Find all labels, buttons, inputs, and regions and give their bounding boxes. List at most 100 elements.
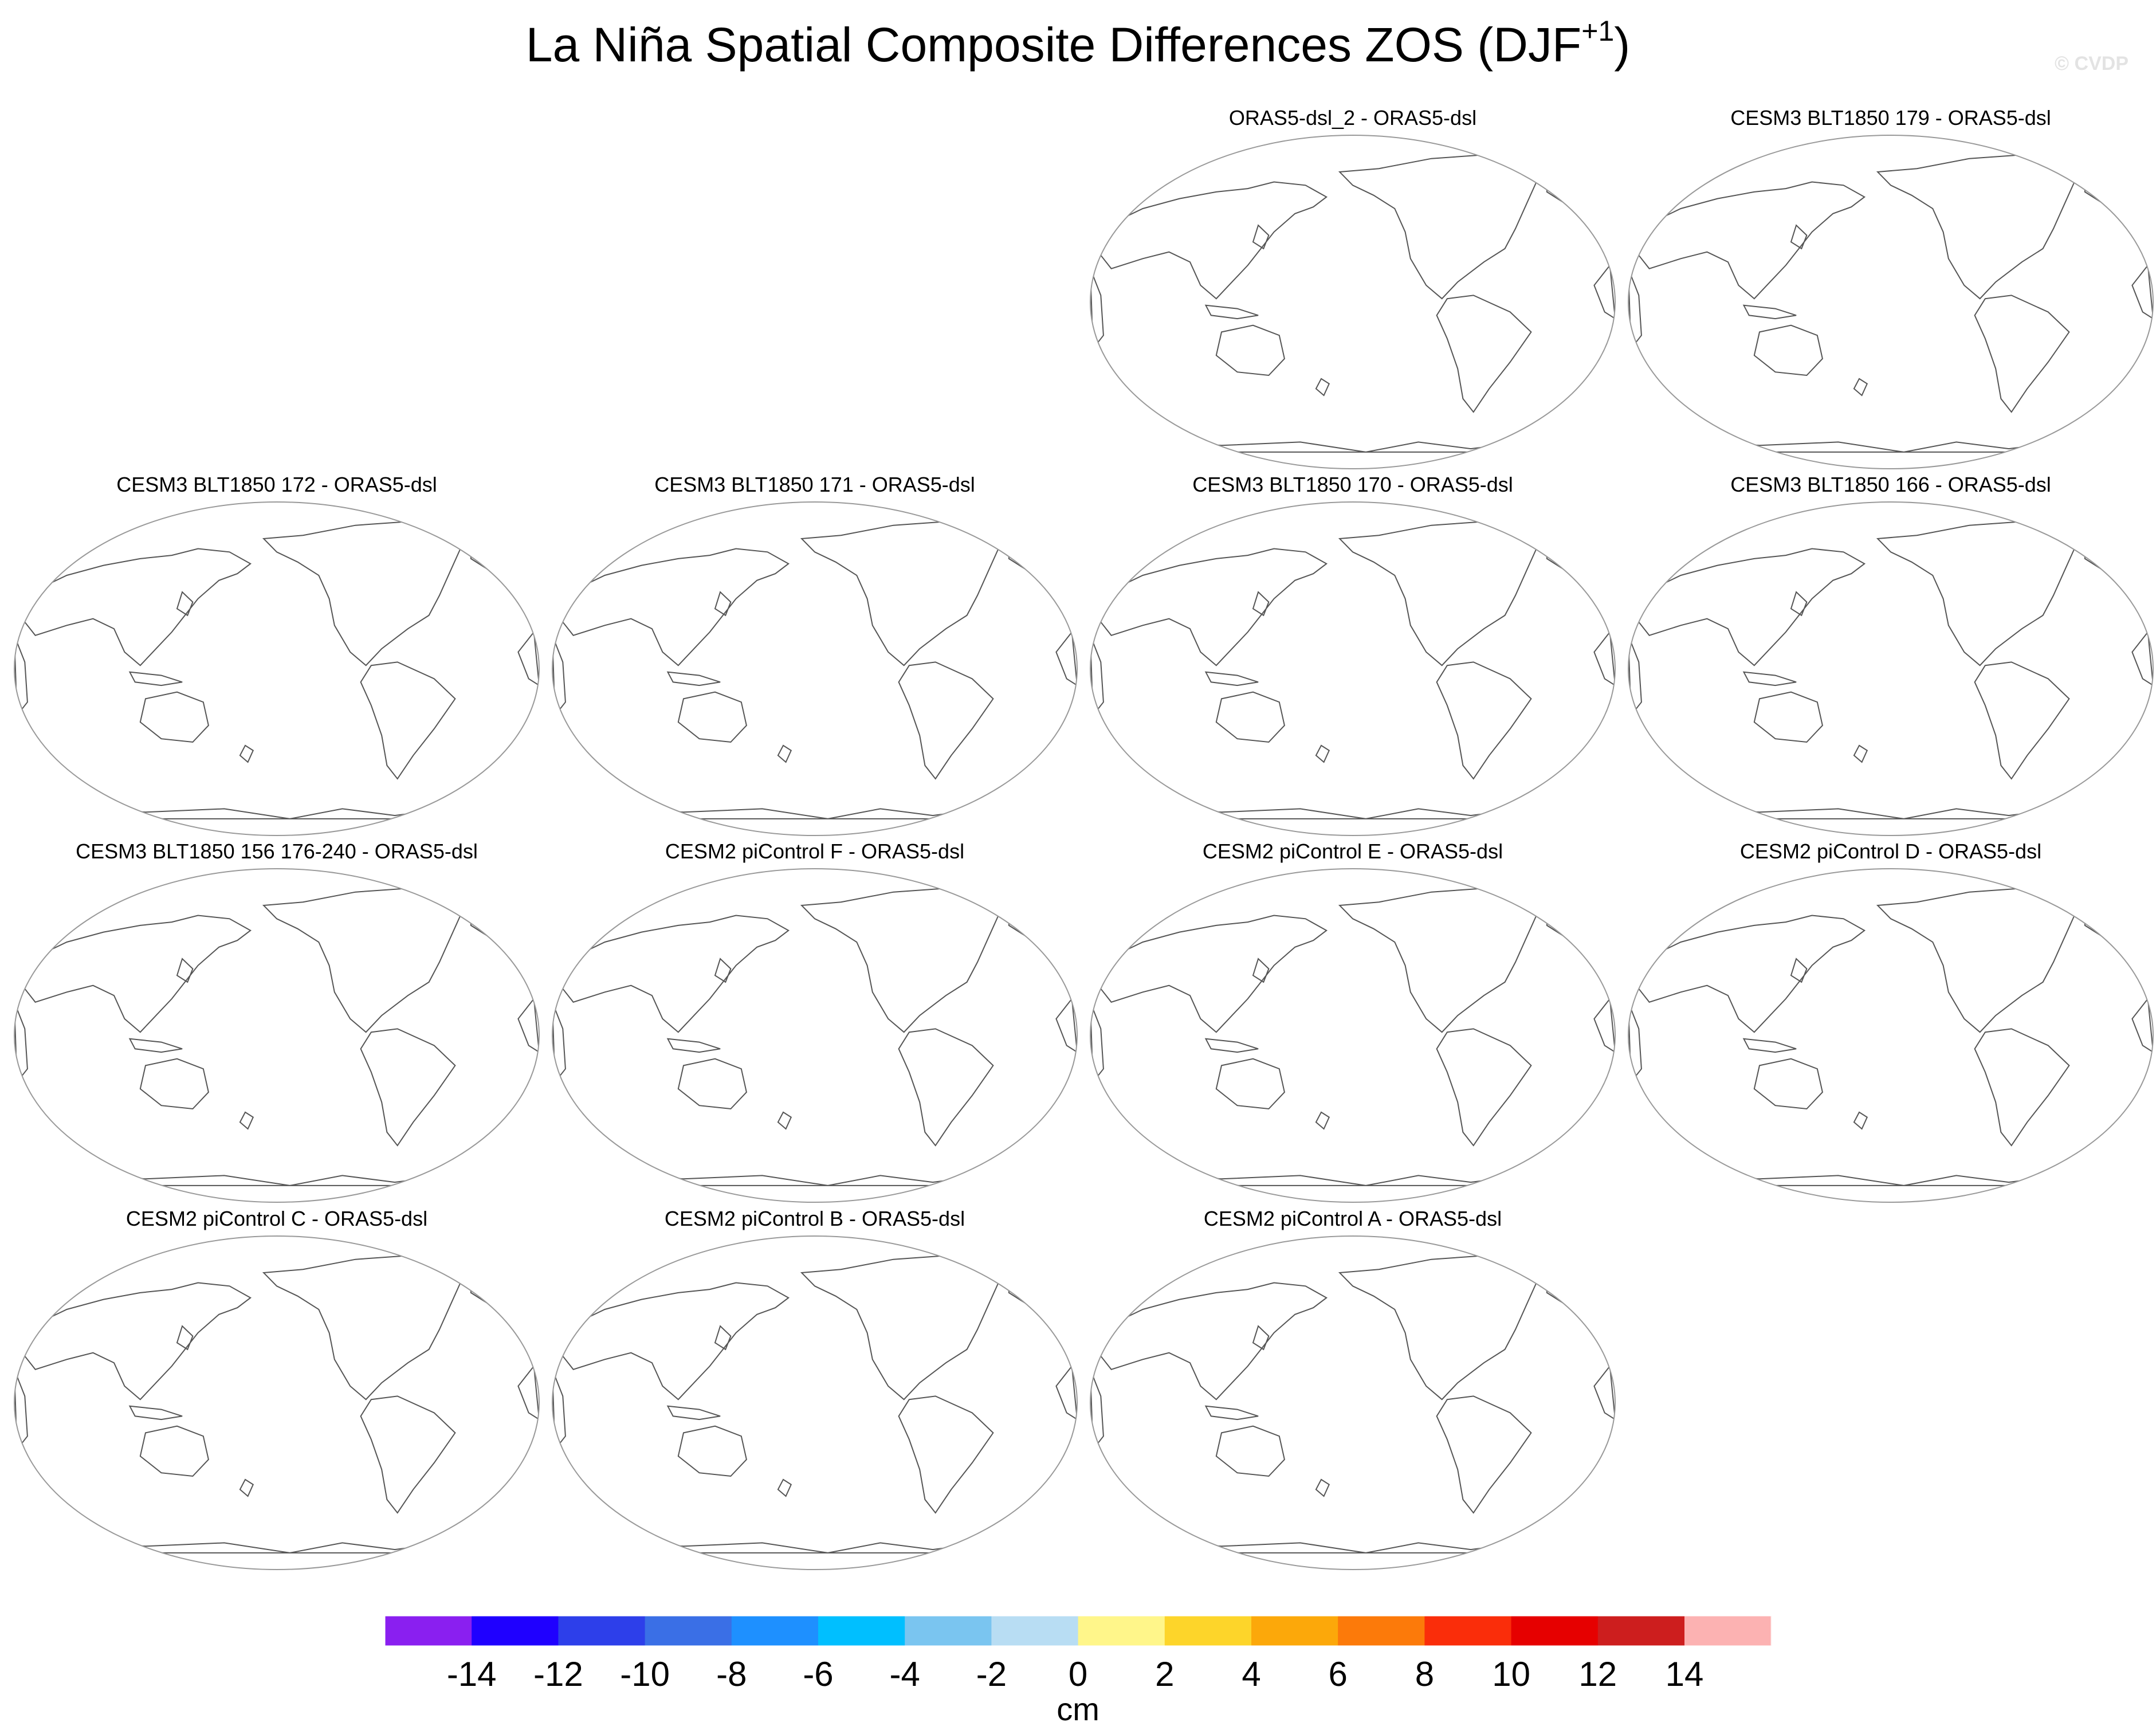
page-title: La Niña Spatial Composite Differences ZO… (0, 16, 2156, 73)
world-map (552, 868, 1078, 1203)
new-zealand-coastline (1315, 744, 1330, 763)
new-zealand-coastline (239, 1111, 254, 1130)
colorbar-tick-label: 12 (1578, 1655, 1617, 1693)
west-africa-coastline (1055, 997, 1077, 1054)
indonesia-coastline (1204, 304, 1259, 320)
australia-coastline (1215, 1425, 1285, 1477)
colorbar-tick-label: 0 (1069, 1655, 1087, 1693)
map-panel: CESM3 BLT1850 170 - ORAS5-dsl (1084, 472, 1621, 839)
map-outline (1090, 868, 1616, 1203)
colorbar-tick-label: 10 (1492, 1655, 1530, 1693)
map-panel: CESM3 BLT1850 171 - ORAS5-dsl (546, 472, 1083, 839)
indonesia-coastline (1742, 304, 1797, 320)
panel-title: CESM2 piControl C - ORAS5-dsl (125, 1207, 428, 1230)
colorbar-swatch (1424, 1616, 1512, 1646)
panel-title: CESM2 piControl B - ORAS5-dsl (664, 1207, 965, 1230)
panel-title: CESM2 piControl E - ORAS5-dsl (1202, 839, 1503, 863)
asia-coastline (21, 548, 252, 666)
map-panel: CESM2 piControl C - ORAS5-dsl (8, 1206, 545, 1573)
indonesia-coastline (1742, 1038, 1797, 1053)
antarctica-coastline (1652, 801, 2129, 819)
south-america-coastline (360, 1028, 456, 1147)
colorbar-tick-label: 6 (1329, 1655, 1348, 1693)
map-outline (14, 1235, 540, 1570)
asia-coastline (1097, 548, 1328, 666)
south-america-coastline (898, 661, 994, 780)
new-zealand-coastline (1853, 1111, 1868, 1130)
map-outline (1090, 135, 1616, 469)
new-zealand-coastline (1315, 378, 1330, 397)
australia-coastline (677, 691, 747, 743)
west-africa-coastline (1593, 264, 1615, 320)
panel-title: CESM3 BLT1850 171 - ORAS5-dsl (654, 473, 975, 496)
new-zealand-coastline (1853, 378, 1868, 397)
world-map (14, 501, 540, 836)
antarctica-coastline (576, 801, 1053, 819)
antarctica-coastline (1114, 1168, 1591, 1186)
asia-coastline (21, 1282, 252, 1401)
australia-coastline (139, 691, 209, 743)
map-panel: CESM3 BLT1850 172 - ORAS5-dsl (8, 472, 545, 839)
colorbar-swatch (1164, 1616, 1252, 1646)
new-zealand-coastline (1315, 1111, 1330, 1130)
asia-coastline (1097, 915, 1328, 1033)
asia-coastline (1635, 548, 1866, 666)
colorbar-swatch (1511, 1616, 1599, 1646)
antarctica-coastline (38, 801, 515, 819)
south-america-coastline (898, 1395, 994, 1514)
west-africa-coastline (2131, 264, 2153, 320)
map-panel: ORAS5-dsl_2 - ORAS5-dsl (1084, 105, 1621, 472)
new-zealand-coastline (1853, 744, 1868, 763)
colorbar-tick-label: -8 (716, 1655, 747, 1693)
antarctica-coastline (1652, 1168, 2129, 1186)
colorbar-swatch (1597, 1616, 1685, 1646)
japan-coastline (1252, 958, 1270, 983)
antarctica-coastline (576, 1535, 1053, 1554)
japan-coastline (1790, 224, 1808, 250)
colorbar-swatch (818, 1616, 905, 1646)
colorbar-frame (384, 1615, 1772, 1646)
colorbar-swatch (1338, 1616, 1425, 1646)
new-zealand-coastline (777, 1478, 792, 1497)
colorbar-tick-label: -2 (976, 1655, 1007, 1693)
south-america-coastline (1436, 295, 1532, 413)
antarctica-coastline (38, 1535, 515, 1554)
map-outline (1090, 501, 1616, 836)
australia-coastline (1215, 1058, 1285, 1110)
asia-coastline (21, 915, 252, 1033)
indonesia-coastline (666, 1405, 721, 1421)
australia-coastline (1753, 324, 1823, 376)
map-panel: CESM2 piControl D - ORAS5-dsl (1622, 839, 2156, 1206)
south-america-coastline (1974, 661, 2070, 780)
panel-title: CESM2 piControl D - ORAS5-dsl (1739, 839, 2042, 863)
australia-coastline (677, 1058, 747, 1110)
asia-coastline (1097, 1282, 1328, 1401)
colorbar-tick-label: 8 (1415, 1655, 1434, 1693)
cvdp-watermark: © CVDP (2055, 53, 2128, 74)
west-africa-coastline (1593, 630, 1615, 687)
map-outline (552, 501, 1078, 836)
indonesia-coastline (1204, 671, 1259, 686)
title-superscript: +1 (1581, 15, 1615, 47)
colorbar-swatch (1684, 1616, 1772, 1646)
australia-coastline (1215, 691, 1285, 743)
world-map (1628, 135, 2154, 469)
antarctica-coastline (1652, 434, 2129, 453)
antarctica-coastline (38, 1168, 515, 1186)
australia-coastline (139, 1425, 209, 1477)
south-america-coastline (1436, 661, 1532, 780)
colorbar-tick-label: -4 (890, 1655, 920, 1693)
colorbar-tick-label: 2 (1155, 1655, 1174, 1693)
map-outline (1090, 1235, 1616, 1570)
map-panel: CESM3 BLT1850 166 - ORAS5-dsl (1622, 472, 2156, 839)
world-map (14, 1235, 540, 1570)
panel-title: CESM2 piControl A - ORAS5-dsl (1203, 1207, 1502, 1230)
map-outline (1628, 868, 2154, 1203)
japan-coastline (176, 1325, 194, 1351)
colorbar-units: cm (1057, 1691, 1099, 1727)
new-zealand-coastline (777, 744, 792, 763)
colorbar-swatch (731, 1616, 819, 1646)
west-africa-coastline (1593, 1364, 1615, 1421)
south-america-coastline (1974, 1028, 2070, 1147)
colorbar-swatch (1251, 1616, 1338, 1646)
